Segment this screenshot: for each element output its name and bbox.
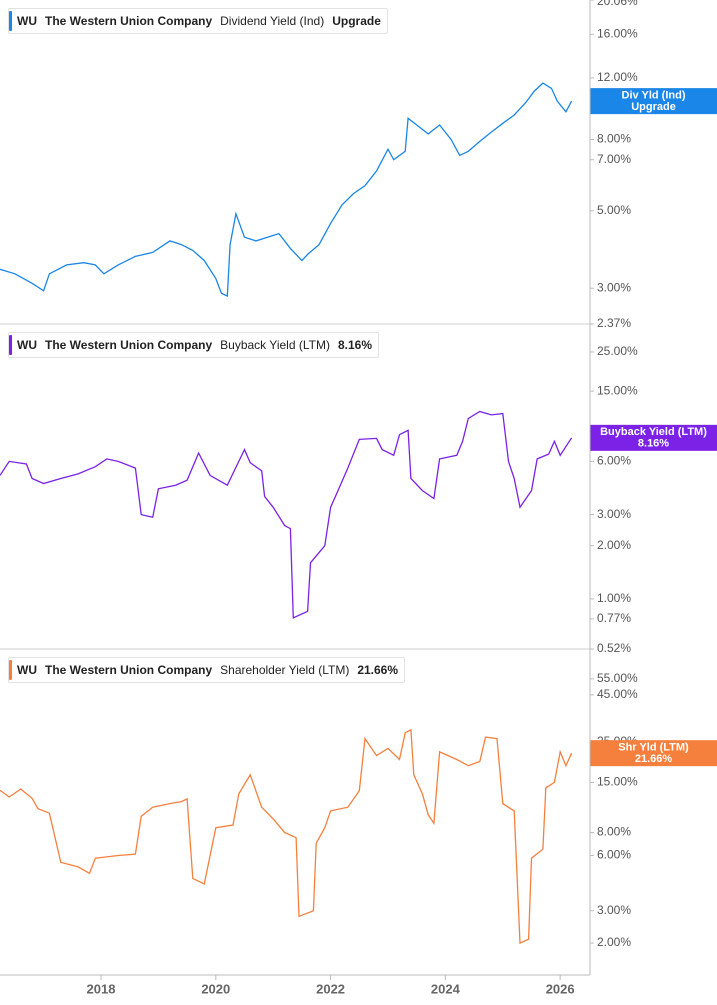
legend-value: Upgrade bbox=[332, 14, 381, 28]
y-tick-label: 2.00% bbox=[597, 935, 631, 949]
legend-color bbox=[9, 660, 12, 680]
y-tick-label: 16.00% bbox=[597, 26, 638, 40]
y-tick-label: 2.37% bbox=[597, 316, 631, 330]
x-tick-label: 2020 bbox=[201, 981, 230, 996]
legend-value: 8.16% bbox=[337, 338, 372, 352]
legend-ticker: WU bbox=[17, 338, 37, 352]
badge-value: 21.66% bbox=[635, 753, 673, 765]
y-tick-label: 1.00% bbox=[597, 591, 631, 605]
latest-badge bbox=[590, 424, 717, 451]
y-tick-label: 15.00% bbox=[597, 775, 638, 789]
y-tick-label: 12.00% bbox=[597, 70, 638, 84]
x-tick-label: 2026 bbox=[546, 981, 575, 996]
y-tick-label: 55.00% bbox=[597, 671, 638, 685]
y-tick-label: 2.00% bbox=[597, 538, 631, 552]
latest-badge bbox=[590, 88, 717, 115]
series-line bbox=[0, 728, 573, 945]
badge-value: Upgrade bbox=[631, 101, 676, 113]
y-tick-label: 45.00% bbox=[597, 687, 638, 701]
y-tick-label: 20.06% bbox=[597, 0, 638, 8]
latest-badge bbox=[590, 740, 717, 767]
y-tick-label: 0.77% bbox=[597, 611, 631, 625]
series-line bbox=[0, 410, 573, 619]
y-tick-label: 3.00% bbox=[597, 280, 631, 294]
y-tick-label: 3.00% bbox=[597, 903, 631, 917]
x-tick-label: 2024 bbox=[431, 981, 461, 996]
badge-name: Buyback Yield (LTM) bbox=[600, 426, 707, 438]
y-tick-label: 0.52% bbox=[597, 641, 631, 655]
badge-name: Div Yld (Ind) bbox=[622, 90, 686, 102]
y-tick-label: 7.00% bbox=[597, 152, 631, 166]
y-tick-label: 25.00% bbox=[597, 344, 638, 358]
badge-name: Shr Yld (LTM) bbox=[618, 742, 689, 754]
legend-value: 21.66% bbox=[357, 663, 399, 677]
legend-ticker: WU bbox=[17, 663, 37, 677]
legend-ticker: WU bbox=[17, 14, 37, 28]
x-tick-label: 2022 bbox=[316, 981, 345, 996]
legend-series: Dividend Yield (Ind) bbox=[220, 14, 325, 28]
legend-series: Buyback Yield (LTM) bbox=[220, 338, 330, 352]
legend: WU The Western Union Company Dividend Yiel… bbox=[8, 8, 388, 34]
y-tick-label: 6.00% bbox=[597, 454, 631, 468]
legend-series: Shareholder Yield (LTM) bbox=[220, 663, 350, 677]
y-tick-label: 6.00% bbox=[597, 848, 631, 862]
legend-company: The Western Union Company bbox=[45, 338, 213, 352]
legend-color bbox=[9, 335, 12, 355]
x-tick-label: 2018 bbox=[87, 981, 116, 996]
legend: WU The Western Union Company Shareholder Y… bbox=[8, 657, 406, 683]
y-tick-label: 15.00% bbox=[597, 383, 638, 397]
series-line bbox=[0, 82, 573, 297]
y-tick-label: 3.00% bbox=[597, 507, 631, 521]
y-tick-label: 8.00% bbox=[597, 825, 631, 839]
legend-color bbox=[9, 11, 12, 31]
legend-company: The Western Union Company bbox=[45, 663, 213, 677]
legend: WU The Western Union Company Buyback Yield… bbox=[8, 332, 379, 358]
y-tick-label: 5.00% bbox=[597, 203, 631, 217]
badge-value: 8.16% bbox=[638, 438, 669, 450]
legend-company: The Western Union Company bbox=[45, 14, 213, 28]
y-tick-label: 8.00% bbox=[597, 132, 631, 146]
